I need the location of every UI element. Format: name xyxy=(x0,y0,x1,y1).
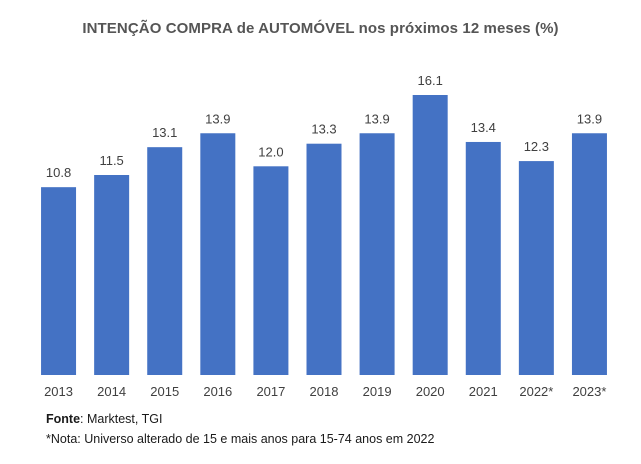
bar-2023-star xyxy=(571,133,607,375)
x-tick-label-2020: 2020 xyxy=(416,384,445,399)
data-label-2021: 13.4 xyxy=(471,120,496,135)
x-tick-label-2015: 2015 xyxy=(150,384,179,399)
x-axis-tick-labels: 2013 2014 2015 2016 2017 2018 2019 2020 2021 2022… xyxy=(44,384,606,399)
data-label-2016: 13.9 xyxy=(205,111,230,126)
data-labels-layer: 10.8 11.5 13.1 13.9 12.0 13.3 13.9 16.1 13.4 12.3… xyxy=(46,73,602,180)
data-label-2020: 16.1 xyxy=(418,73,443,88)
x-tick-label-2019: 2019 xyxy=(363,384,392,399)
data-label-2019: 13.9 xyxy=(364,111,389,126)
x-tick-label-2022-star: 2022* xyxy=(519,384,553,399)
source-label: Fonte xyxy=(46,412,81,426)
source-text: : Marktest, TGI xyxy=(80,412,163,426)
data-label-2015: 13.1 xyxy=(152,125,177,140)
bar-2016 xyxy=(200,133,236,375)
x-tick-label-2018: 2018 xyxy=(310,384,339,399)
footnote: *Nota: Universo alterado de 15 e mais an… xyxy=(46,432,435,446)
bar-2015 xyxy=(147,147,183,375)
bar-2017 xyxy=(253,166,289,375)
bar-2018 xyxy=(306,143,342,375)
bar-2014 xyxy=(94,175,130,375)
data-label-2023-star: 13.9 xyxy=(577,111,602,126)
x-tick-label-2021: 2021 xyxy=(469,384,498,399)
chart-title: INTENÇÃO COMPRA de AUTOMÓVEL nos próximo… xyxy=(82,20,559,37)
data-label-2018: 13.3 xyxy=(311,122,336,137)
data-label-2014: 11.5 xyxy=(99,153,123,168)
data-label-2017: 12.0 xyxy=(258,144,283,159)
bar-2021 xyxy=(465,141,501,375)
bar-2013 xyxy=(41,187,77,375)
bar-2019 xyxy=(359,133,395,375)
x-tick-label-2013: 2013 xyxy=(44,384,73,399)
x-tick-label-2016: 2016 xyxy=(203,384,232,399)
x-tick-label-2023-star: 2023* xyxy=(572,384,606,399)
data-label-2013: 10.8 xyxy=(46,165,71,180)
bar-2020 xyxy=(412,95,448,375)
data-label-2022-star: 12.3 xyxy=(524,139,549,154)
source-note: Fonte: Marktest, TGI xyxy=(46,412,162,426)
bars-layer xyxy=(41,95,607,375)
x-tick-label-2014: 2014 xyxy=(97,384,126,399)
x-tick-label-2017: 2017 xyxy=(256,384,285,399)
bar-2022-star xyxy=(518,161,554,375)
